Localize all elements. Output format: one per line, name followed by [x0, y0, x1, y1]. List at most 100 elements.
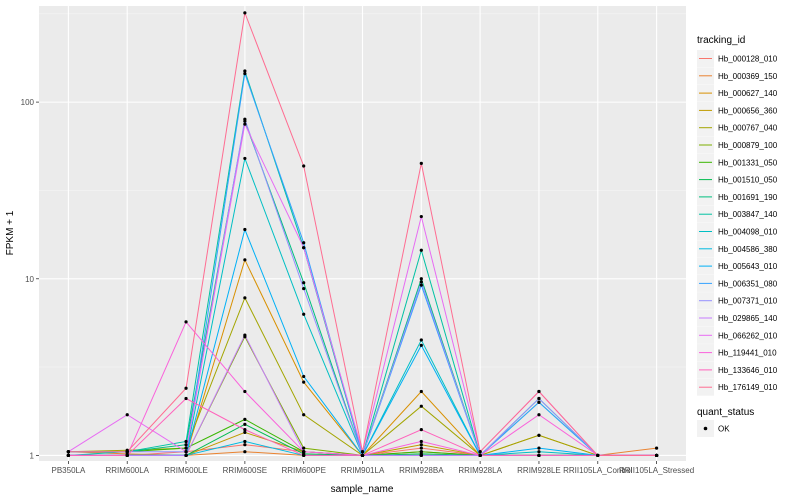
shape-legend: quant_status OK: [697, 407, 754, 437]
data-point: [478, 453, 482, 458]
x-tick-label: RRIM600PE: [281, 466, 325, 475]
legend-label: Hb_004586_380: [718, 245, 778, 254]
data-point: [302, 450, 306, 454]
data-point: [184, 443, 188, 447]
data-point: [419, 428, 423, 432]
data-point: [360, 453, 365, 458]
data-point: [302, 241, 306, 245]
shape-legend-items: OK: [697, 420, 730, 437]
data-point: [419, 280, 423, 284]
legend-items: Hb_000128_010 Hb_000369_150 Hb_000627_140 H…: [697, 50, 778, 396]
x-tick-label: RRIM600LA: [105, 466, 149, 475]
data-point: [184, 320, 188, 324]
data-point: [66, 450, 71, 454]
x-tick-label: RRIM928LA: [458, 466, 502, 475]
legend-label: Hb_007371_010: [718, 297, 778, 306]
data-point: [302, 246, 306, 250]
legend-label: Hb_119441_010: [718, 349, 777, 358]
legend-title: tracking_id: [697, 35, 745, 46]
data-point: [537, 396, 541, 401]
data-point: [243, 389, 247, 394]
data-point: [419, 450, 423, 454]
y-tick-label: 10: [25, 275, 34, 284]
x-axis: PB350LA RRIM600LA RRIM600LE RRIM600SE RRIM60…: [52, 461, 694, 475]
x-tick-label: RRIM600SE: [223, 466, 267, 475]
data-point: [419, 277, 423, 281]
legend-label: Hb_001510_050: [718, 176, 778, 185]
data-point: [302, 380, 306, 384]
data-point: [125, 453, 129, 458]
data-point: [243, 417, 247, 421]
data-point: [184, 439, 188, 444]
data-point: [125, 413, 129, 417]
legend-label: Hb_000627_140: [718, 89, 778, 98]
x-tick-label: RRIM600LE: [164, 466, 208, 475]
legend-label: Hb_004098_010: [718, 228, 778, 237]
x-tick-label: RRII105LA_Control: [563, 466, 633, 475]
legend-label: Hb_029865_140: [718, 314, 778, 323]
data-point: [360, 450, 365, 454]
data-point: [537, 446, 541, 450]
legend-label: Hb_000369_150: [718, 72, 778, 81]
data-point: [184, 446, 188, 450]
data-point: [184, 450, 188, 454]
data-point: [243, 333, 247, 337]
data-point: [419, 404, 423, 408]
data-point: [537, 450, 541, 454]
data-point: [184, 386, 188, 390]
data-point: [654, 446, 659, 450]
data-point: [302, 281, 306, 285]
legend-label: Hb_000128_010: [718, 55, 778, 64]
data-point: [184, 453, 188, 458]
legend-label: Hb_001691_190: [718, 193, 778, 202]
data-points: [66, 11, 659, 458]
data-point: [537, 453, 541, 458]
legend-label: Hb_003847_140: [718, 210, 778, 219]
data-point: [419, 283, 423, 287]
data-point: [66, 453, 71, 458]
legend-label: Hb_176149_010: [718, 383, 778, 392]
data-point: [302, 286, 306, 291]
data-point: [243, 296, 247, 300]
data-point: [537, 413, 541, 417]
data-point: [302, 453, 306, 458]
data-point: [243, 156, 247, 161]
data-point: [243, 428, 247, 432]
legend-label: Hb_000656_360: [718, 106, 778, 115]
x-tick-label: RRIM928LE: [517, 466, 561, 475]
x-axis-title: sample_name: [331, 484, 394, 495]
data-point: [419, 389, 423, 394]
shape-legend-label: OK: [718, 425, 730, 434]
legend-label: Hb_005643_010: [718, 262, 778, 271]
y-axis-title: FPKM + 1: [5, 210, 16, 255]
y-tick-label: 1: [30, 451, 35, 460]
data-point: [243, 439, 247, 444]
shape-legend-swatch: [703, 426, 708, 431]
data-point: [419, 446, 423, 450]
data-point: [419, 343, 423, 347]
data-point: [243, 443, 247, 447]
data-point: [537, 400, 541, 404]
data-point: [302, 312, 306, 316]
x-tick-label: PB350LA: [52, 466, 86, 475]
data-point: [654, 453, 659, 458]
y-tick-label: 100: [21, 98, 35, 107]
data-point: [478, 450, 482, 454]
data-point: [184, 396, 188, 401]
data-point: [537, 433, 541, 437]
legend-label: Hb_006351_080: [718, 279, 778, 288]
grid: [39, 6, 686, 461]
legend-label: Hb_000767_040: [718, 124, 778, 133]
data-point: [243, 117, 247, 121]
data-point: [243, 422, 247, 426]
data-point: [302, 446, 306, 450]
data-point: [243, 227, 247, 232]
shape-legend-title: quant_status: [697, 407, 754, 418]
data-point: [419, 214, 423, 219]
data-point: [243, 430, 247, 435]
data-point: [243, 11, 247, 15]
x-tick-label: RRII105LA_Stressed: [619, 466, 694, 475]
data-point: [243, 450, 247, 454]
data-point: [302, 164, 306, 168]
